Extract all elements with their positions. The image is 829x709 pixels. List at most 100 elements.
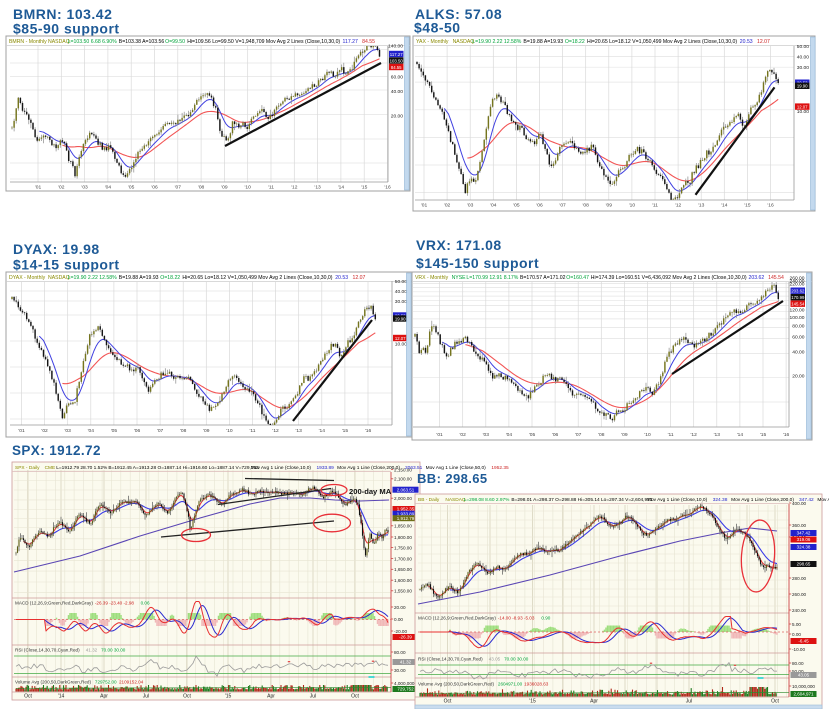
svg-text:60.00: 60.00 <box>391 75 404 81</box>
svg-text:NASDAQ: NASDAQ <box>48 275 70 281</box>
svg-text:L=19.90 2.22 12.58%: L=19.90 2.22 12.58% <box>472 39 521 45</box>
svg-text:VRX: 171.08: VRX: 171.08 <box>416 237 502 253</box>
svg-text:SPX - Daily: SPX - Daily <box>15 465 40 471</box>
svg-text:50.00: 50.00 <box>797 44 810 50</box>
svg-text:4,000,000: 4,000,000 <box>394 681 415 686</box>
svg-text:170.99: 170.99 <box>791 295 805 300</box>
svg-text:'03: '03 <box>81 185 88 191</box>
svg-text:-10.00: -10.00 <box>792 647 805 652</box>
svg-text:220.00: 220.00 <box>790 282 805 288</box>
svg-text:'15: '15 <box>342 428 349 434</box>
svg-text:B=170.57 A=171.02: B=170.57 A=171.02 <box>520 275 566 281</box>
svg-text:Volume Avg (200,50,DarkGreen,R: Volume Avg (200,50,DarkGreen,Red) <box>15 680 91 685</box>
svg-text:729752.00: 729752.00 <box>95 680 117 685</box>
svg-text:10,000,000: 10,000,000 <box>792 684 815 689</box>
svg-text:-26.39: -26.39 <box>399 635 412 640</box>
svg-text:41.32: 41.32 <box>86 648 98 653</box>
svg-text:'02: '02 <box>58 185 65 191</box>
svg-text:1952.35: 1952.35 <box>491 465 509 471</box>
svg-text:RSI (Close,14,30,70,Cyan,Red): RSI (Close,14,30,70,Cyan,Red) <box>15 648 80 653</box>
svg-text:DYAX - Monthly: DYAX - Monthly <box>9 275 46 281</box>
svg-text:1,600.00: 1,600.00 <box>394 578 412 583</box>
svg-text:2,100.00: 2,100.00 <box>394 477 412 482</box>
svg-text:'02: '02 <box>444 203 451 209</box>
svg-text:'12: '12 <box>272 428 279 434</box>
svg-text:'03: '03 <box>483 432 490 438</box>
svg-text:Volume Avg (200,50,DarkGreen,R: Volume Avg (200,50,DarkGreen,Red) <box>418 682 494 687</box>
svg-text:BB - Daily: BB - Daily <box>418 497 440 503</box>
svg-text:Apr: Apr <box>100 694 108 700</box>
svg-text:43.05: 43.05 <box>489 657 501 662</box>
svg-text:20.00: 20.00 <box>391 113 404 119</box>
svg-text:240.00: 240.00 <box>790 279 805 285</box>
svg-text:50.00: 50.00 <box>395 279 408 285</box>
svg-text:'13: '13 <box>714 432 721 438</box>
svg-text:19.90: 19.90 <box>395 316 406 321</box>
svg-text:40.00: 40.00 <box>792 350 805 356</box>
svg-text:1,550.00: 1,550.00 <box>394 589 412 594</box>
svg-text:'06: '06 <box>552 432 559 438</box>
svg-text:100.00: 100.00 <box>790 315 805 321</box>
svg-text:Apr: Apr <box>267 694 275 700</box>
svg-text:Mov Avg 1 Line (Close,200,0): Mov Avg 1 Line (Close,200,0) <box>337 465 400 471</box>
svg-text:1936028.63: 1936028.63 <box>524 682 549 687</box>
svg-text:41.32: 41.32 <box>400 660 412 665</box>
svg-text:140.00: 140.00 <box>388 44 403 50</box>
svg-text:'10: '10 <box>644 432 651 438</box>
svg-text:'03: '03 <box>65 428 72 434</box>
svg-text:30.00: 30.00 <box>797 65 810 71</box>
svg-text:B=19.88 A=19.93: B=19.88 A=19.93 <box>119 275 159 281</box>
svg-text:12.07: 12.07 <box>757 39 770 45</box>
svg-text:'15: '15 <box>361 185 368 191</box>
svg-text:280.00: 280.00 <box>792 576 806 581</box>
svg-text:'08: '08 <box>598 432 605 438</box>
svg-text:Oct: Oct <box>771 699 779 705</box>
svg-text:-14.00 -8.93 -5.03: -14.00 -8.93 -5.03 <box>498 616 535 621</box>
svg-text:Mov Avg 1 Line (Close,200,0): Mov Avg 1 Line (Close,200,0) <box>731 497 794 503</box>
svg-text:347.42: 347.42 <box>797 531 811 536</box>
svg-text:70.00 30.00: 70.00 30.00 <box>101 648 126 653</box>
svg-text:117.27: 117.27 <box>343 39 358 45</box>
svg-text:0.90: 0.90 <box>541 616 550 621</box>
svg-text:1,952.35: 1,952.35 <box>397 507 415 512</box>
svg-text:12.07: 12.07 <box>797 104 808 109</box>
svg-text:Hi=20.65 Lo=18.12 V=1,050,499: Hi=20.65 Lo=18.12 V=1,050,499 Mov Avg 2 … <box>182 275 332 281</box>
svg-text:1933.89: 1933.89 <box>317 465 335 471</box>
svg-text:0.06: 0.06 <box>141 601 150 606</box>
svg-text:360.00: 360.00 <box>792 523 806 528</box>
svg-text:'16: '16 <box>767 203 774 209</box>
svg-text:NASDAQ: NASDAQ <box>453 39 475 45</box>
svg-text:NASDAQ: NASDAQ <box>445 497 466 503</box>
svg-text:-20.00: -20.00 <box>394 629 407 634</box>
svg-text:84.55: 84.55 <box>391 65 402 70</box>
svg-text:'09: '09 <box>606 203 613 209</box>
svg-text:1,850.00: 1,850.00 <box>394 524 412 529</box>
svg-text:2063.51: 2063.51 <box>405 465 423 471</box>
svg-text:'16: '16 <box>365 428 372 434</box>
svg-text:'05: '05 <box>513 203 520 209</box>
svg-text:L=103.50 6.68 6.90%: L=103.50 6.68 6.90% <box>68 39 117 45</box>
svg-text:'15: '15 <box>744 203 751 209</box>
svg-text:400.00: 400.00 <box>792 501 806 506</box>
svg-text:Jul: Jul <box>310 694 316 700</box>
svg-text:Jul: Jul <box>143 694 149 700</box>
svg-text:'14: '14 <box>737 432 744 438</box>
svg-text:'16: '16 <box>783 432 790 438</box>
svg-text:1,650.00: 1,650.00 <box>394 567 412 572</box>
svg-text:260.00: 260.00 <box>790 276 805 282</box>
svg-text:'07: '07 <box>575 432 582 438</box>
svg-text:'06: '06 <box>151 185 158 191</box>
svg-text:Jul: Jul <box>686 699 692 705</box>
svg-text:BMRN: 103.42: BMRN: 103.42 <box>13 6 112 22</box>
svg-text:19.90: 19.90 <box>797 84 808 89</box>
svg-text:'10: '10 <box>245 185 252 191</box>
svg-text:'05: '05 <box>529 432 536 438</box>
svg-text:50.00: 50.00 <box>792 669 804 674</box>
svg-text:Mov Avg 1 Line (Close,50,0): Mov Avg 1 Line (Close,50,0) <box>426 465 487 471</box>
svg-text:Mov Avg 1 Line (Close,10,0): Mov Avg 1 Line (Close,10,0) <box>251 465 312 471</box>
svg-text:'11: '11 <box>249 428 255 434</box>
svg-text:BB: 298.65: BB: 298.65 <box>417 471 487 486</box>
svg-text:103.50: 103.50 <box>390 58 404 63</box>
svg-text:B=103.38 A=103.56: B=103.38 A=103.56 <box>119 39 165 45</box>
svg-text:2,000.00: 2,000.00 <box>394 496 412 501</box>
